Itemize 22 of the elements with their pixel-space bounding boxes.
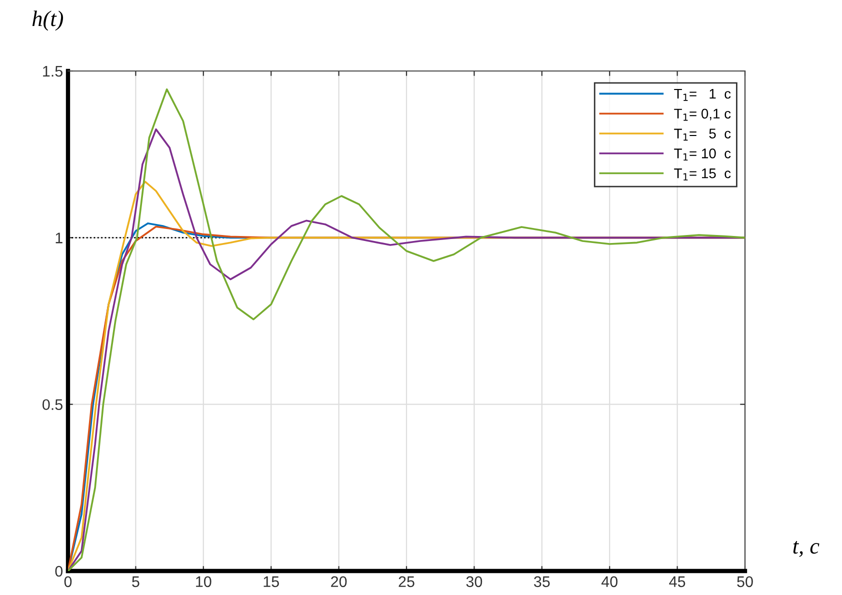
- x-tick-label: 35: [534, 576, 550, 588]
- x-tick-label: 20: [331, 576, 347, 588]
- x-tick-label: 30: [466, 576, 482, 588]
- legend-label: T$_{1}$= 5 c: [674, 128, 731, 141]
- legend-label: T$_{1}$= 10 c: [674, 148, 731, 160]
- legend-label: T$_{1}$= 1 c: [674, 88, 731, 101]
- x-tick-label: 25: [398, 576, 414, 588]
- y-axis-title: h(t): [32, 10, 64, 31]
- y-tick-label: 1: [56, 232, 62, 244]
- y-tick-label: 0: [55, 566, 63, 577]
- x-tick-label: 40: [601, 576, 618, 588]
- y-tick-label: 1.5: [43, 66, 62, 77]
- legend-label: T$_{1}$= 15 c: [674, 168, 731, 180]
- x-tick-label: 0: [64, 576, 72, 588]
- x-tick-label: 45: [669, 576, 686, 588]
- x-tick-label: 5: [132, 576, 140, 588]
- x-tick-label: 10: [196, 576, 212, 588]
- x-axis-title: t, c: [793, 540, 820, 557]
- x-tick-label: 15: [264, 576, 279, 588]
- legend-label: T$_{1}$= 0,1 c: [674, 108, 731, 121]
- y-tick-label: 0.5: [42, 399, 62, 410]
- x-tick-label: 50: [737, 576, 753, 588]
